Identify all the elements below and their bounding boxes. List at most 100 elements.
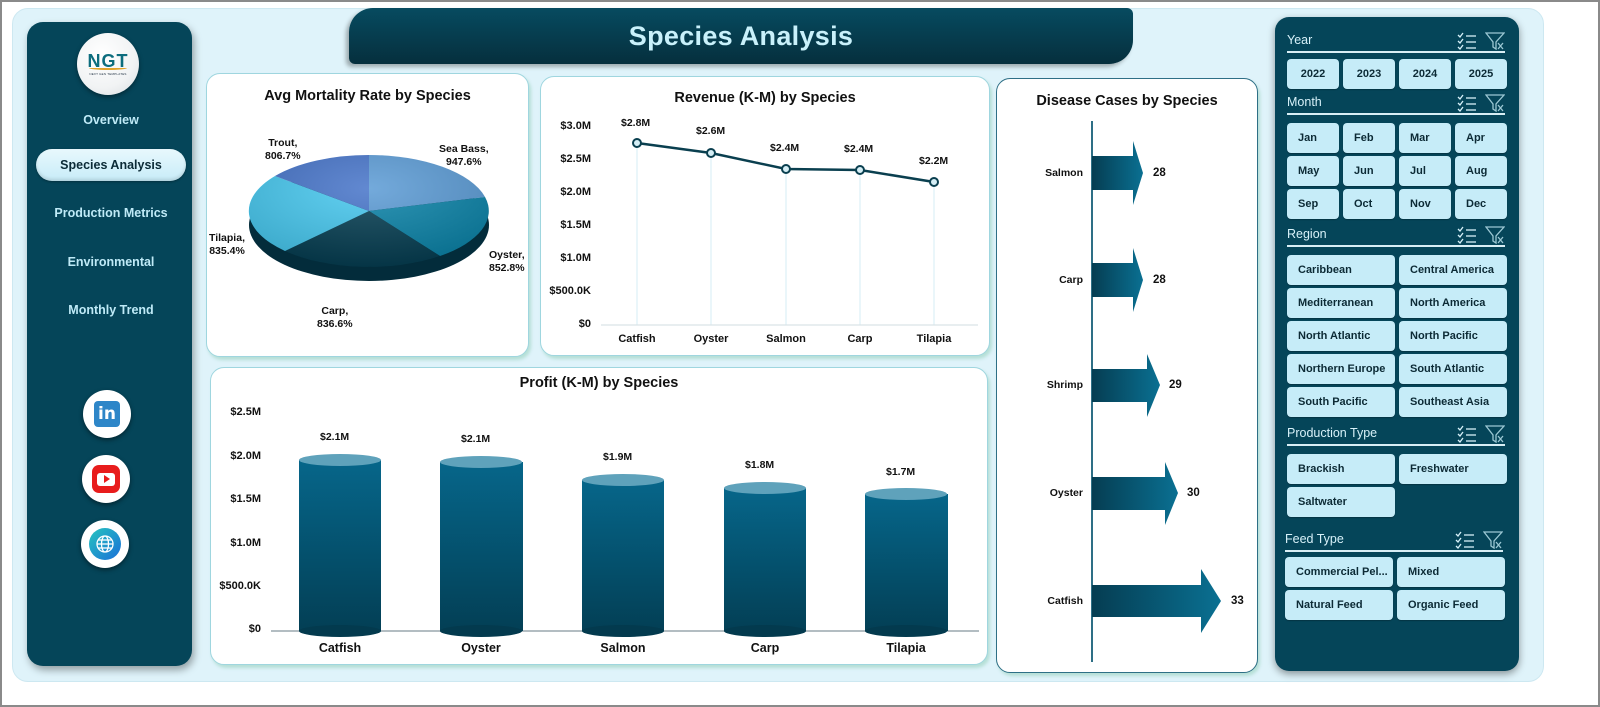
clear-filter-icon[interactable] <box>1485 226 1505 244</box>
year-chip-2024[interactable]: 2024 <box>1399 59 1451 89</box>
x-tick: Oyster <box>461 641 501 655</box>
clear-filter-icon[interactable] <box>1483 531 1503 549</box>
disease-value-carp: 28 <box>1153 274 1166 286</box>
clear-filter-icon[interactable] <box>1485 32 1505 50</box>
page-title-banner: Species Analysis <box>349 8 1133 64</box>
region-chip-north-atlantic[interactable]: North Atlantic <box>1287 321 1395 351</box>
multi-select-icon[interactable] <box>1457 32 1477 50</box>
mortality-pie-chart <box>248 154 489 281</box>
nav-item-species-analysis[interactable]: Species Analysis <box>36 149 186 181</box>
revenue-line-card: Revenue (K-M) by Species $3.0M $2.5M $2.… <box>540 76 990 356</box>
disease-label-salmon: Salmon <box>1045 167 1083 179</box>
data-label: $2.6M <box>696 125 726 137</box>
multi-select-icon[interactable] <box>1457 425 1477 443</box>
x-tick: Carp <box>847 333 873 345</box>
production-type-slicer-title: Production Type <box>1287 426 1378 440</box>
year-chip-2022[interactable]: 2022 <box>1287 59 1339 89</box>
region-chip-central-america[interactable]: Central America <box>1399 255 1507 285</box>
feed-chip-mixed[interactable]: Mixed <box>1397 557 1505 587</box>
month-chip-feb[interactable]: Feb <box>1343 123 1395 153</box>
clear-filter-icon[interactable] <box>1485 425 1505 443</box>
website-button[interactable] <box>81 520 129 568</box>
month-chip-may[interactable]: May <box>1287 156 1339 186</box>
month-chip-jan[interactable]: Jan <box>1287 123 1339 153</box>
feed-chip-commercial-pellets[interactable]: Commercial Pel... <box>1285 557 1393 587</box>
youtube-icon <box>92 465 120 493</box>
month-chip-jun[interactable]: Jun <box>1343 156 1395 186</box>
data-label: $2.8M <box>621 117 651 129</box>
data-label: $1.7M <box>886 466 916 478</box>
linkedin-icon: in <box>94 401 120 427</box>
pie-label-oyster: Oyster, 852.8% <box>489 249 525 274</box>
profit-chart-title: Profit (K-M) by Species <box>519 375 679 391</box>
production-chip-freshwater[interactable]: Freshwater <box>1399 454 1507 484</box>
month-chip-aug[interactable]: Aug <box>1455 156 1507 186</box>
data-label: $2.1M <box>320 431 350 443</box>
pie-label-carp: Carp, 836.6% <box>317 305 353 330</box>
data-label: $2.1M <box>461 433 491 445</box>
y-tick: $2.5M <box>230 406 261 418</box>
region-chip-northern-europe[interactable]: Northern Europe <box>1287 354 1395 384</box>
y-tick: $3.0M <box>560 120 591 132</box>
linkedin-button[interactable]: in <box>83 390 131 438</box>
x-tick: Tilapia <box>916 333 952 345</box>
month-slicer-header: Month <box>1287 93 1505 115</box>
disease-cases-card: Disease Cases by Species Salmon 28 Carp … <box>996 78 1258 673</box>
data-label: $1.9M <box>603 451 633 463</box>
profit-bar-card: Profit (K-M) by Species $2.5M $2.0M $1.5… <box>210 367 988 665</box>
region-chip-mediterranean[interactable]: Mediterranean <box>1287 288 1395 318</box>
multi-select-icon[interactable] <box>1457 94 1477 112</box>
clear-filter-icon[interactable] <box>1485 94 1505 112</box>
year-chip-2025[interactable]: 2025 <box>1455 59 1507 89</box>
feed-chip-natural-feed[interactable]: Natural Feed <box>1285 590 1393 620</box>
disease-arrow-chart <box>1091 121 1221 662</box>
y-tick: $500.0K <box>549 285 591 297</box>
month-chip-oct[interactable]: Oct <box>1343 189 1395 219</box>
disease-label-oyster: Oyster <box>1049 487 1083 499</box>
region-chip-caribbean[interactable]: Caribbean <box>1287 255 1395 285</box>
multi-select-icon[interactable] <box>1455 531 1475 549</box>
x-tick: Salmon <box>766 333 806 345</box>
region-chip-north-america[interactable]: North America <box>1399 288 1507 318</box>
pie-label-sea-bass: Sea Bass, 947.6% <box>439 143 489 168</box>
nav-item-environmental[interactable]: Environmental <box>67 255 155 269</box>
y-tick: $0 <box>578 318 591 330</box>
y-tick: $2.5M <box>560 153 591 165</box>
month-chip-jul[interactable]: Jul <box>1399 156 1451 186</box>
pie-label-tilapia: Tilapia, 835.4% <box>209 232 245 257</box>
nav-item-production-metrics[interactable]: Production Metrics <box>54 206 168 220</box>
x-tick: Carp <box>750 641 780 655</box>
production-chip-saltwater[interactable]: Saltwater <box>1287 487 1395 517</box>
disease-label-carp: Carp <box>1059 274 1083 286</box>
region-chip-southeast-asia[interactable]: Southeast Asia <box>1399 387 1507 417</box>
region-chip-north-pacific[interactable]: North Pacific <box>1399 321 1507 351</box>
nav-item-overview[interactable]: Overview <box>83 113 139 127</box>
region-chip-south-atlantic[interactable]: South Atlantic <box>1399 354 1507 384</box>
globe-icon <box>89 528 121 560</box>
x-tick: Salmon <box>600 641 646 655</box>
year-slicer-header: Year <box>1287 31 1505 53</box>
left-navigation: NGT NEXT GEN TEMPLATES Overview Species … <box>27 22 192 666</box>
nav-item-monthly-trend[interactable]: Monthly Trend <box>68 303 154 317</box>
year-chip-2023[interactable]: 2023 <box>1343 59 1395 89</box>
x-tick: Catfish <box>318 641 362 655</box>
logo-swoosh-icon <box>89 66 127 70</box>
pie-label-trout: Trout, 806.7% <box>265 137 301 162</box>
month-chip-mar[interactable]: Mar <box>1399 123 1451 153</box>
feed-chip-organic-feed[interactable]: Organic Feed <box>1397 590 1505 620</box>
multi-select-icon[interactable] <box>1457 226 1477 244</box>
month-chip-dec[interactable]: Dec <box>1455 189 1507 219</box>
data-label: $1.8M <box>745 459 775 471</box>
x-tick: Oyster <box>693 333 729 345</box>
ngt-logo: NGT NEXT GEN TEMPLATES <box>77 33 139 95</box>
data-label: $2.4M <box>770 142 800 154</box>
month-chip-apr[interactable]: Apr <box>1455 123 1507 153</box>
revenue-line-chart <box>601 138 978 326</box>
logo-subtext: NEXT GEN TEMPLATES <box>89 72 127 76</box>
production-chip-brackish[interactable]: Brackish <box>1287 454 1395 484</box>
youtube-button[interactable] <box>82 455 130 503</box>
feed-type-slicer-header: Feed Type <box>1285 530 1503 552</box>
region-chip-south-pacific[interactable]: South Pacific <box>1287 387 1395 417</box>
month-chip-nov[interactable]: Nov <box>1399 189 1451 219</box>
month-chip-sep[interactable]: Sep <box>1287 189 1339 219</box>
